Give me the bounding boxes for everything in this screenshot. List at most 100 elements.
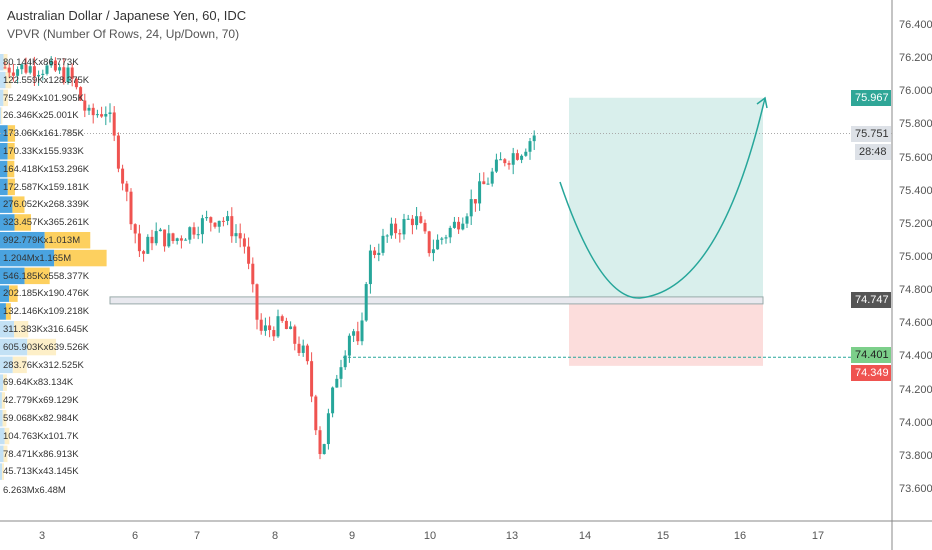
- vp-down-bar: [12, 196, 25, 213]
- candle-body: [280, 316, 284, 321]
- vp-row-label: 172.587Kx159.181K: [3, 181, 90, 193]
- candle-body: [24, 64, 28, 73]
- support-zone: [109, 296, 764, 305]
- price-tick-label: 74.000: [899, 416, 932, 429]
- candle-body: [352, 331, 356, 336]
- vp-down-bar: [3, 54, 8, 71]
- vp-up-bar: [0, 160, 8, 178]
- vp-down-bar: [14, 321, 29, 338]
- candle-body: [511, 153, 515, 165]
- candle-body: [158, 229, 162, 232]
- candle-body: [431, 249, 435, 254]
- vp-up-bar: [0, 445, 4, 463]
- candle-body: [452, 221, 456, 228]
- candle-body: [339, 367, 343, 379]
- candle-body: [167, 233, 171, 247]
- time-tick-label: 7: [193, 530, 201, 542]
- vp-row-label: 283.76Kx312.525K: [3, 359, 84, 371]
- candle-body: [7, 67, 11, 73]
- vp-up-bar: [0, 427, 5, 445]
- candle-body: [125, 183, 129, 192]
- candle-body: [192, 227, 196, 235]
- candle-body: [74, 78, 78, 88]
- candle-body: [297, 343, 301, 353]
- vp-row-label: 78.471Kx86.913K: [3, 448, 79, 460]
- candle-body: [284, 320, 288, 330]
- vpvr-indicator-label[interactable]: VPVR (Number Of Rows, 24, Up/Down, 70): [7, 27, 240, 41]
- vp-up-bar: [0, 356, 13, 374]
- candle-body: [276, 316, 280, 337]
- candle-body: [53, 60, 57, 71]
- candle-body: [108, 112, 112, 114]
- vp-down-bar: [5, 71, 12, 89]
- candle-body: [66, 67, 70, 83]
- candle-body: [62, 67, 66, 83]
- time-tick-label: 6: [131, 530, 139, 542]
- candle-body: [263, 325, 267, 331]
- candle-body: [389, 223, 393, 236]
- vp-up-bar: [0, 89, 4, 107]
- candle-body: [146, 236, 150, 254]
- vp-row-label: 122.559Kx128.375K: [3, 74, 90, 86]
- vp-row-label: 59.068Kx82.984K: [3, 413, 79, 424]
- candle-body: [469, 199, 473, 217]
- candle-body: [486, 183, 490, 185]
- vp-row-label: 202.185Kx190.476K: [3, 288, 90, 300]
- candle-body: [402, 219, 406, 235]
- vp-down-bar: [5, 303, 11, 320]
- candle-body: [368, 250, 372, 285]
- vp-down-bar: [24, 267, 50, 285]
- candle-body: [499, 159, 503, 161]
- candle-body: [406, 218, 410, 220]
- candle-body: [268, 325, 272, 331]
- time-tick-label: 3: [38, 530, 46, 542]
- vp-down-bar: [7, 160, 15, 178]
- candle-body: [482, 181, 486, 185]
- price-tag-stop: 74.349: [851, 364, 891, 381]
- vp-down-bar: [44, 232, 91, 249]
- vp-row-label: 45.713Kx43.145K: [3, 466, 79, 478]
- vp-row-label: 605.903Kx639.526K: [3, 341, 90, 353]
- vp-row-label: 69.64Kx83.134K: [3, 377, 74, 389]
- price-tick-label: 76.000: [899, 85, 932, 98]
- price-tick-label: 73.800: [899, 449, 932, 462]
- price-tag-last: 75.751: [851, 125, 891, 142]
- candle-body: [478, 181, 482, 204]
- candle-body: [70, 67, 74, 79]
- vp-down-bar: [7, 143, 15, 160]
- candle-body: [314, 396, 318, 431]
- candle-body: [448, 227, 452, 238]
- candle-body: [121, 168, 125, 184]
- candle-body: [242, 238, 246, 247]
- candle-body: [436, 239, 440, 250]
- candle-body: [461, 223, 465, 230]
- candle-body: [58, 67, 62, 71]
- target-zone: [569, 97, 763, 300]
- candle-body: [154, 231, 158, 244]
- candle-body: [87, 107, 91, 111]
- vp-down-bar: [1, 392, 6, 409]
- vp-down-bar: [2, 410, 7, 427]
- candle-body: [465, 216, 469, 224]
- candle-body: [3, 67, 7, 69]
- price-tick-label: 74.400: [899, 350, 932, 363]
- price-tick-label: 76.200: [899, 52, 932, 65]
- candle-body: [100, 114, 104, 117]
- candle-body: [150, 236, 154, 244]
- price-tick-label: 74.800: [899, 284, 932, 297]
- vp-row-label: 173.06Kx161.785K: [3, 128, 84, 140]
- candle-body: [444, 237, 448, 239]
- price-tick-label: 74.200: [899, 383, 932, 396]
- vp-row-label: 164.418Kx153.296K: [3, 163, 90, 175]
- vp-row-label: 276.052Kx268.339K: [3, 199, 90, 211]
- vp-down-bar: [12, 356, 27, 374]
- candle-body: [364, 284, 368, 321]
- candle-body: [490, 171, 494, 184]
- price-tick-label: 75.600: [899, 151, 932, 164]
- candle-body: [221, 220, 225, 222]
- candle-body: [410, 218, 414, 226]
- candle-body: [326, 413, 330, 445]
- vp-row-label: 26.346Kx25.001K: [3, 110, 79, 122]
- vp-up-bar: [0, 410, 3, 427]
